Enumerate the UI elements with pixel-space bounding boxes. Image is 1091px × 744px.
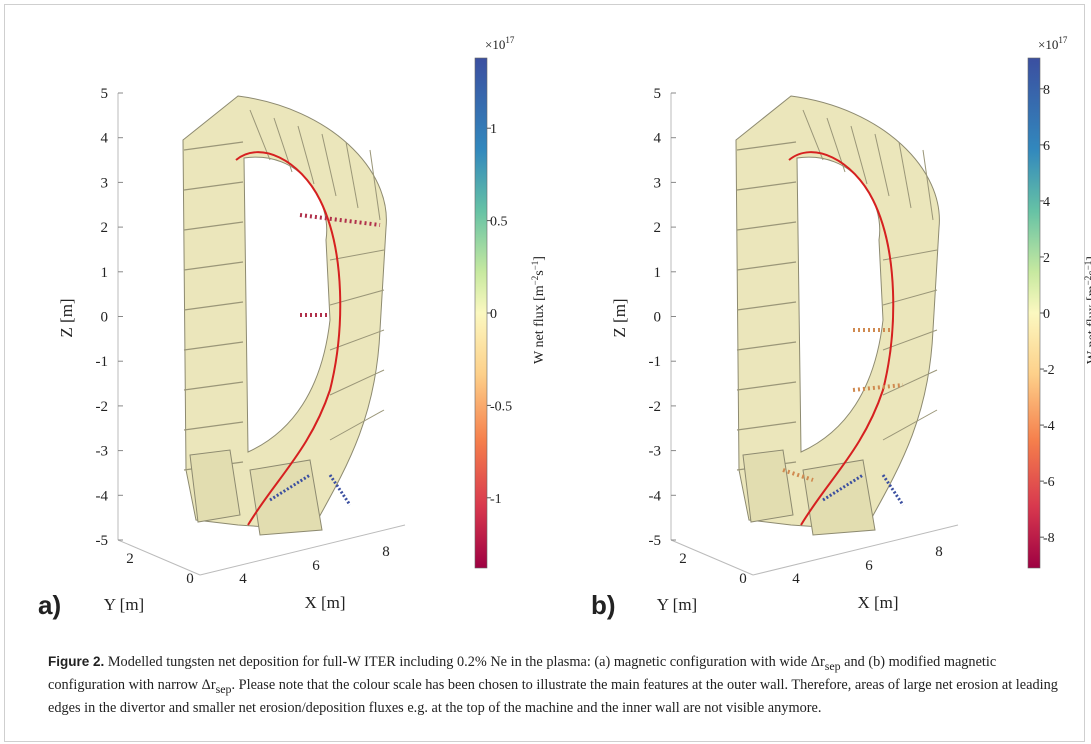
x-tick-label: 4 (792, 571, 800, 587)
y-axis-label: Y [m] (657, 595, 697, 614)
colorbar-label: W net flux [m−2s−1] (1083, 256, 1091, 364)
label-text: ] (1085, 256, 1091, 261)
caption-subscript: sep (216, 682, 232, 696)
x-tick-label: 8 (935, 544, 943, 560)
z-tick-label: 1 (654, 265, 662, 281)
colorbar-tick-label: 2 (1043, 251, 1050, 266)
base-axis-line (753, 525, 958, 575)
label-text: W net flux [m (1085, 285, 1091, 364)
colorbar-tick-label: -6 (1043, 475, 1055, 490)
colorbar-tick-label: 6 (1043, 139, 1050, 154)
x-tick-label: 4 (239, 571, 247, 587)
colorbar-tick-label: -4 (1043, 419, 1055, 434)
z-tick-label: 5 (654, 86, 662, 102)
colorbar-tick-label: 8 (1043, 83, 1050, 98)
x-axis-label: X [m] (304, 593, 345, 612)
z-tick-label: -5 (96, 533, 109, 549)
colorbar-tick-label: 0.5 (490, 215, 508, 230)
z-tick-label: 0 (101, 310, 109, 326)
z-tick-label: 3 (101, 175, 109, 191)
z-tick-label: 4 (654, 131, 662, 147)
z-tick-label: 2 (654, 220, 662, 236)
z-tick-label: -3 (649, 444, 662, 460)
z-axis-label: Z [m] (610, 298, 629, 337)
colorbar (1028, 58, 1040, 568)
base-axis-line (200, 525, 405, 575)
z-tick-label: -4 (649, 488, 662, 504)
wall-render (183, 96, 386, 535)
page: 5 4 3 2 1 0 -1 -2 -3 -4 -5 2 0 4 6 8 Z [m] Y [m] X [m] a) 1 0… (0, 0, 1091, 744)
caption-text: Δr (811, 654, 825, 670)
z-tick-label: -4 (96, 488, 109, 504)
colorbar-multiplier: ×1017 (1038, 35, 1068, 52)
z-tick-label: -3 (96, 444, 109, 460)
z-tick-label: 4 (101, 131, 109, 147)
y-tick-label: 2 (126, 551, 134, 567)
colorbar-tick-label: -8 (1043, 531, 1055, 546)
colorbar-tick-label: 1 (490, 122, 497, 137)
colorbar-label: W net flux [m−2s−1] (530, 256, 547, 364)
colorbar-tick-label: -1 (490, 492, 502, 507)
x-tick-label: 8 (382, 544, 390, 560)
z-tick-label: -2 (96, 399, 109, 415)
z-tick-label: 1 (101, 265, 109, 281)
wall-render (736, 96, 939, 535)
caption: Figure 2. Modelled tungsten net depositi… (48, 652, 1068, 718)
panel: 5 4 3 2 1 0 -1 -2 -3 -4 -5 2 0 4 6 8 Z [m] Y [m] X [m] a) 1 0… (38, 35, 547, 620)
x-tick-label: 6 (865, 558, 873, 574)
z-tick-label: -5 (649, 533, 662, 549)
caption-text: Δr (202, 677, 216, 693)
z-tick-label: -1 (649, 354, 662, 370)
figure: 5 4 3 2 1 0 -1 -2 -3 -4 -5 2 0 4 6 8 Z [m] Y [m] X [m] a) 1 0… (0, 0, 1091, 640)
colorbar-tick-label: 0 (490, 307, 497, 322)
panel-label: a) (38, 590, 61, 620)
label-exponent: −1 (530, 261, 540, 271)
y-axis-label: Y [m] (104, 595, 144, 614)
z-axis-label: Z [m] (57, 298, 76, 337)
caption-title: Figure 2. (48, 654, 104, 669)
caption-subscript: sep (825, 659, 841, 673)
multiplier-exp: 17 (1058, 35, 1068, 45)
z-tick-label: 2 (101, 220, 109, 236)
y-tick-label: 0 (186, 571, 194, 587)
caption-text: Modelled tungsten net deposition for ful… (104, 654, 810, 670)
label-exponent: −2 (530, 276, 540, 286)
colorbar-tick-label: 0 (1043, 307, 1050, 322)
colorbar-multiplier: ×1017 (485, 35, 515, 52)
z-tick-label: 5 (101, 86, 109, 102)
multiplier-exp: 17 (505, 35, 515, 45)
colorbar-tick-label: 4 (1043, 195, 1050, 210)
label-text: W net flux [m (532, 285, 547, 364)
x-tick-label: 6 (312, 558, 320, 574)
y-tick-label: 2 (679, 551, 687, 567)
x-axis-label: X [m] (857, 593, 898, 612)
multiplier-base: ×10 (485, 37, 505, 52)
panel-label: b) (591, 590, 616, 620)
z-tick-label: -2 (649, 399, 662, 415)
label-exponent: −2 (1083, 276, 1091, 286)
z-tick-label: -1 (96, 354, 109, 370)
y-tick-label: 0 (739, 571, 747, 587)
colorbar (475, 58, 487, 568)
label-text: ] (532, 256, 547, 261)
label-exponent: −1 (1083, 261, 1091, 271)
panel: 5 4 3 2 1 0 -1 -2 -3 -4 -5 2 0 4 6 8 Z [m] Y [m] X [m] b) 8 6… (591, 35, 1091, 620)
colorbar-tick-label: -2 (1043, 363, 1055, 378)
colorbar-tick-label: -0.5 (490, 399, 512, 414)
z-tick-label: 3 (654, 175, 662, 191)
multiplier-base: ×10 (1038, 37, 1058, 52)
z-tick-label: 0 (654, 310, 662, 326)
